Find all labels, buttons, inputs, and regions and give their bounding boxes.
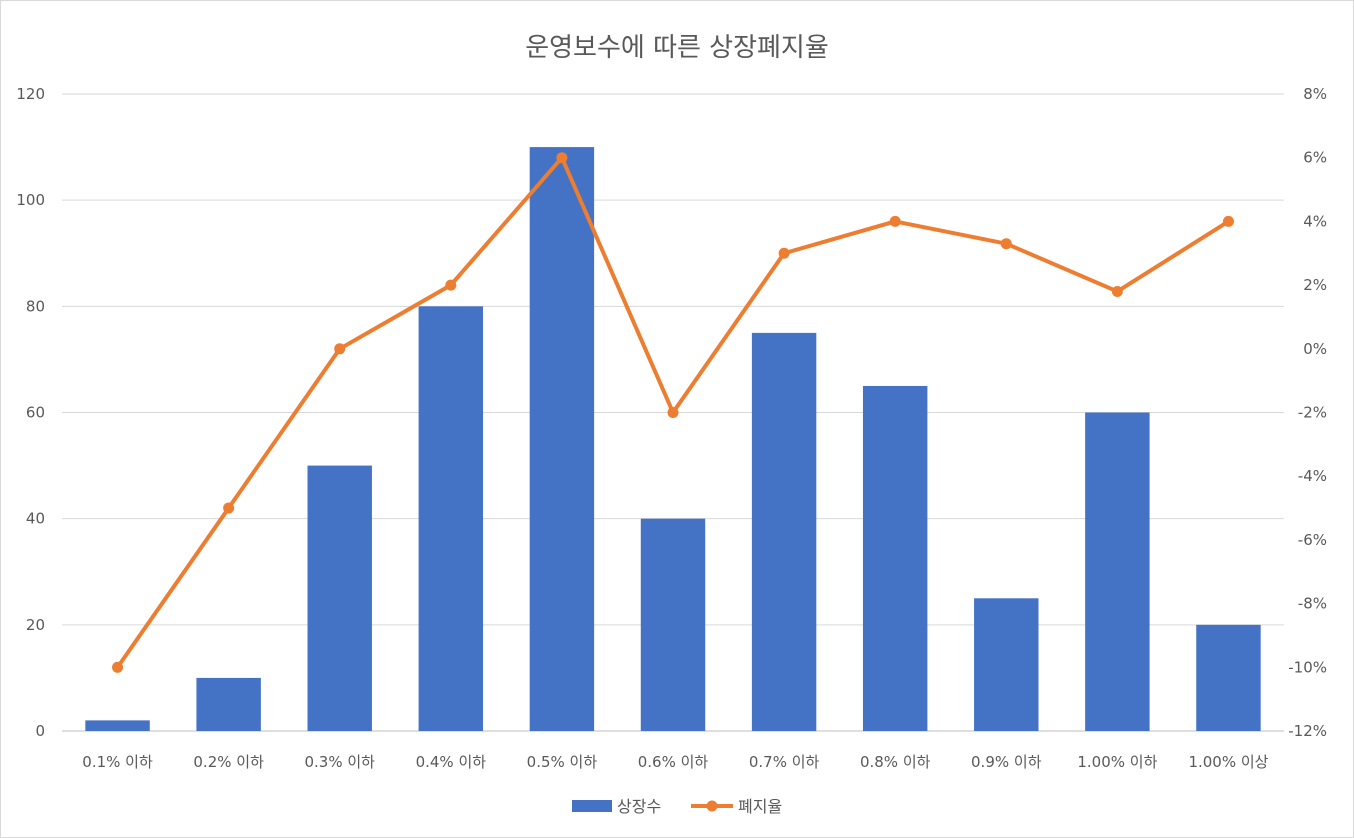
bar-series: [85, 147, 1261, 732]
bar: [1196, 624, 1261, 731]
right-tick-label: 0%: [1303, 340, 1327, 358]
category-label: 0.7% 이하: [749, 753, 820, 771]
bar: [85, 720, 150, 731]
category-label: 1.00% 이하: [1077, 753, 1157, 771]
bar: [751, 332, 817, 731]
right-tick-label: 2%: [1303, 276, 1327, 294]
line-point: [334, 343, 346, 355]
line-point: [112, 661, 124, 673]
bar: [307, 465, 372, 731]
category-label: 0.2% 이하: [193, 753, 264, 771]
line-point: [223, 502, 235, 514]
legend-swatch-bar: [572, 800, 612, 812]
right-tick-label: -10%: [1288, 658, 1327, 676]
right-tick-label: -12%: [1288, 722, 1327, 740]
left-axis: 0 20 40 60 80 100 120: [16, 85, 45, 740]
line-point: [667, 407, 679, 418]
line-point: [889, 215, 901, 227]
category-label: 0.4% 이하: [416, 753, 487, 771]
bar: [418, 306, 484, 731]
bar: [862, 385, 928, 731]
category-label: 0.3% 이하: [304, 753, 375, 771]
category-label: 0.6% 이하: [638, 753, 709, 771]
right-tick-label: -2%: [1298, 404, 1327, 422]
category-label: 0.8% 이하: [860, 753, 931, 771]
line-point: [1000, 238, 1012, 250]
left-tick-label: 0: [35, 722, 45, 740]
left-tick-label: 120: [16, 85, 45, 103]
category-axis: 0.1% 이하 0.2% 이하 0.3% 이하 0.4% 이하 0.5% 이하 0.6% …: [82, 753, 1268, 771]
chart-title: 운영보수에 따른 상장폐지율: [525, 33, 829, 63]
category-label: 1.00% 이상: [1188, 753, 1268, 771]
category-label: 0.9% 이하: [971, 753, 1042, 771]
left-tick-label: 80: [26, 297, 45, 315]
bar: [640, 518, 706, 731]
line-point: [556, 152, 568, 164]
bar: [196, 677, 261, 731]
bar: [1085, 412, 1150, 731]
left-tick-label: 20: [26, 616, 45, 634]
line-series: [112, 152, 1234, 673]
right-axis: -12% -10% -8% -6% -4% -2% 0% 2% 4% 6% 8%: [1288, 85, 1327, 740]
category-label: 0.1% 이하: [82, 753, 153, 771]
bar: [974, 598, 1039, 731]
legend: 상장수 폐지율: [572, 797, 782, 816]
legend-label-line: 폐지율: [738, 797, 782, 816]
right-tick-label: -4%: [1298, 467, 1327, 485]
line-point: [1222, 215, 1234, 227]
right-tick-label: -8%: [1298, 595, 1327, 613]
left-tick-label: 60: [26, 404, 45, 422]
right-tick-label: 4%: [1303, 212, 1327, 230]
line-point: [778, 247, 790, 259]
bar: [529, 147, 595, 732]
legend-label-bar: 상장수: [617, 797, 661, 816]
category-label: 0.5% 이하: [527, 753, 598, 771]
line-point: [1111, 285, 1123, 297]
right-tick-label: 8%: [1303, 85, 1327, 103]
line-point: [445, 279, 457, 291]
left-tick-label: 40: [26, 510, 45, 528]
right-tick-label: -6%: [1298, 531, 1327, 549]
right-tick-label: 6%: [1303, 149, 1327, 167]
left-tick-label: 100: [16, 191, 45, 209]
legend-swatch-marker: [706, 800, 718, 812]
